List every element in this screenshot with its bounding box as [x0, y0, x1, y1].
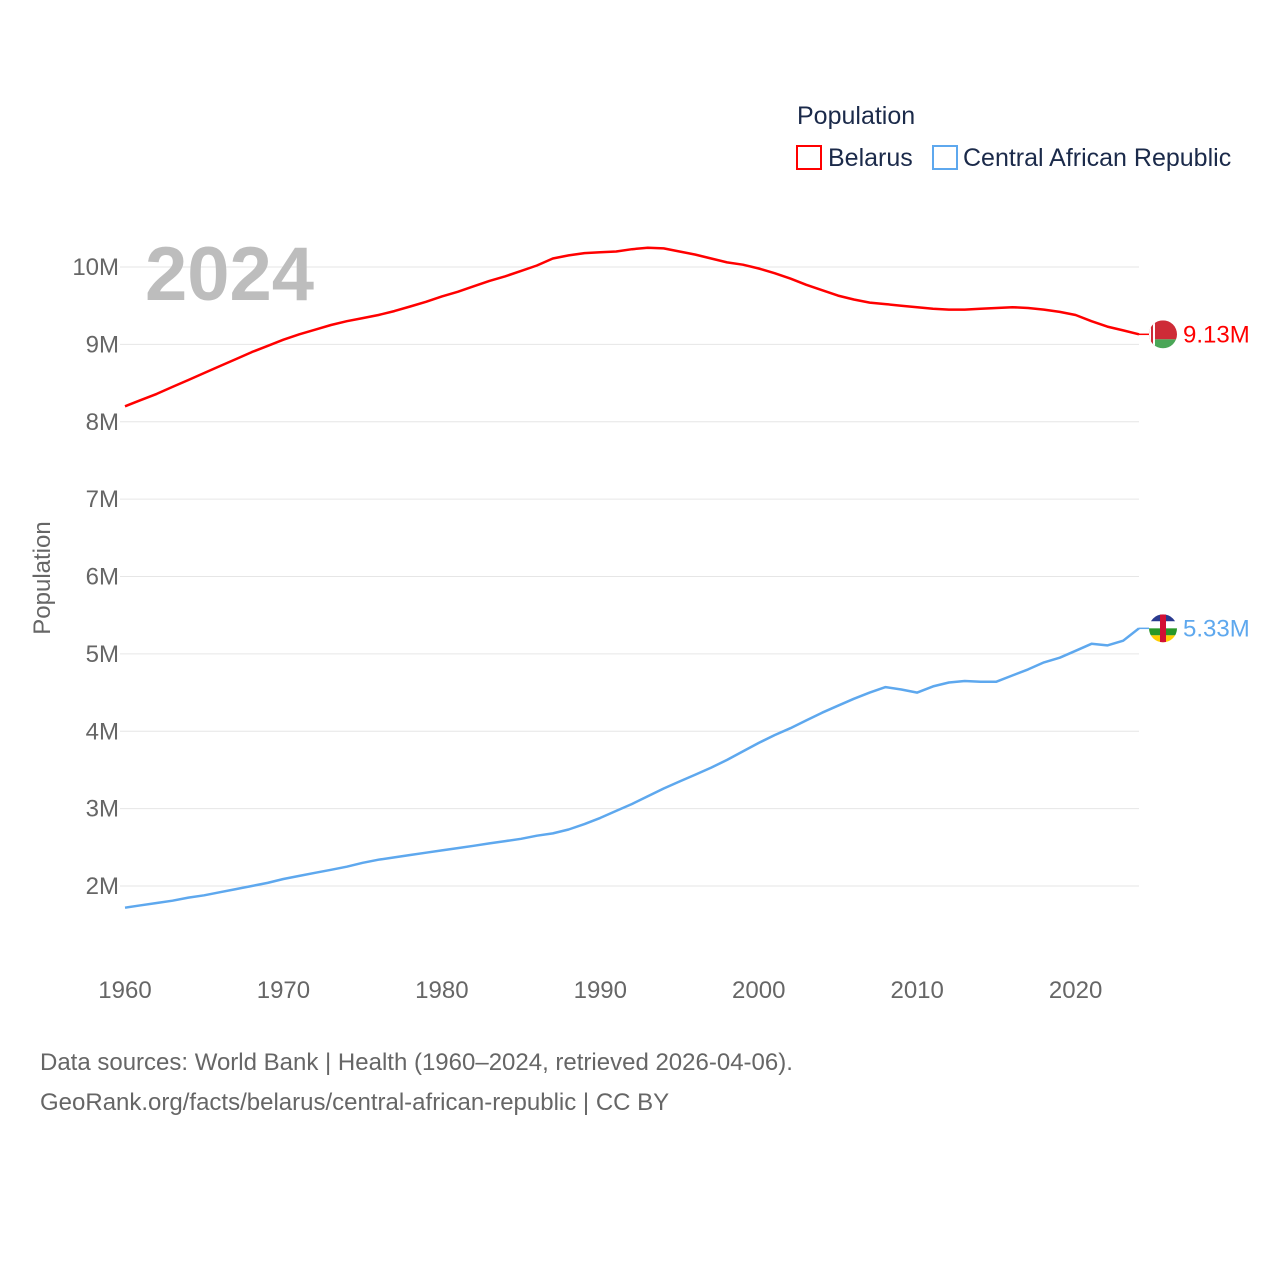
central-african-republic-flag-icon — [1149, 614, 1177, 643]
series-lines — [124, 246, 1140, 909]
legend: Population Belarus Central African Repub… — [796, 102, 1231, 172]
x-tick-label: 1990 — [574, 977, 627, 1004]
y-tick-label: 4M — [86, 718, 119, 745]
y-tick-label: 9M — [86, 331, 119, 358]
x-tick-label: 1960 — [98, 977, 151, 1004]
legend-label-belarus[interactable]: Belarus — [828, 144, 913, 172]
year-label: 2024 — [145, 232, 314, 317]
grid-lines — [120, 266, 1139, 887]
legend-swatch-belarus — [796, 145, 822, 170]
y-tick-label: 6M — [86, 564, 119, 591]
y-tick-label: 10M — [72, 254, 119, 281]
legend-swatch-central-african-republic — [932, 145, 958, 170]
legend-title: Population — [797, 102, 915, 130]
y-tick-label: 7M — [86, 486, 119, 513]
x-tick-label: 2020 — [1049, 977, 1102, 1004]
belarus-flag-icon — [1149, 320, 1177, 349]
y-tick-label: 8M — [86, 409, 119, 436]
series-line-central-african-republic — [124, 627, 1140, 909]
y-tick-label: 3M — [86, 796, 119, 823]
end-value-label: 5.33M — [1183, 615, 1250, 642]
x-tick-label: 2010 — [890, 977, 943, 1004]
x-tick-label: 2000 — [732, 977, 785, 1004]
source-url[interactable]: GeoRank.org/facts/belarus/central-africa… — [40, 1089, 670, 1116]
series-line-belarus — [124, 246, 1140, 408]
legend-label-central-african-republic[interactable]: Central African Republic — [963, 144, 1231, 172]
x-tick-label: 1970 — [257, 977, 310, 1004]
source-line: Data sources: World Bank | Health (1960–… — [40, 1049, 793, 1076]
y-axis-label: Population — [29, 521, 56, 634]
x-tick-label: 1980 — [415, 977, 468, 1004]
y-tick-label: 2M — [86, 873, 119, 900]
footer-source: Data sources: World Bank | Health (1960–… — [40, 1043, 793, 1123]
series-end-markers: 9.13M 5.33M — [1139, 320, 1250, 643]
y-tick-label: 5M — [86, 641, 119, 668]
end-value-label: 9.13M — [1183, 321, 1250, 348]
x-axis-ticks: 1960 1970 1980 1990 2000 2010 2020 — [98, 977, 1102, 1004]
y-axis-ticks: 2M 3M 4M 5M 6M 7M 8M 9M 10M — [72, 254, 119, 900]
